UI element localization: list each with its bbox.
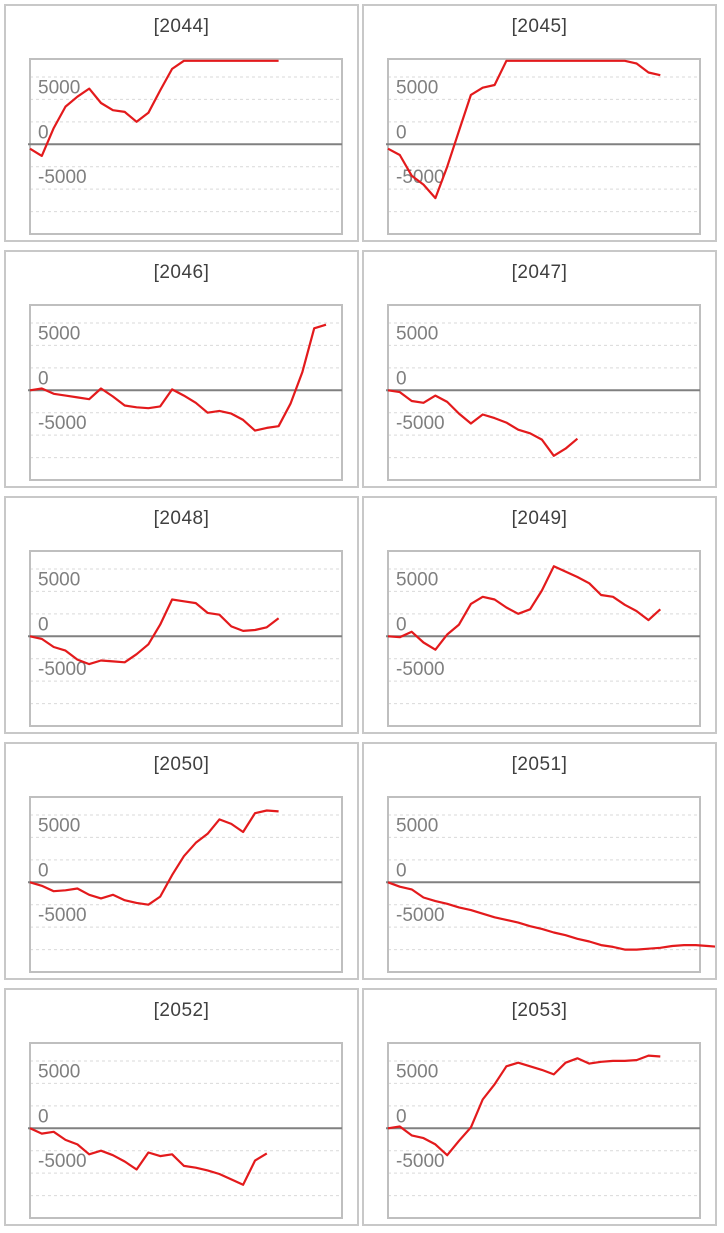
chart-title: [2045] (511, 16, 568, 37)
chart-panel: [2050] 5000 0 -5000 (4, 742, 359, 980)
y-tick-label: -5000 (38, 167, 87, 188)
series-line (387, 565, 662, 651)
series-line (29, 1127, 268, 1186)
y-tick-label: -5000 (396, 659, 445, 680)
chart-plot: 5000 0 -5000 (386, 58, 701, 235)
y-tick-label: 0 (396, 122, 407, 143)
chart-plot: 5000 0 -5000 (386, 796, 715, 973)
series-line (29, 323, 327, 432)
chart-title: [2052] (153, 1000, 210, 1021)
plot-frame (387, 304, 701, 481)
chart-panel: [2051] 5000 0 -5000 (362, 742, 717, 980)
series-line (387, 1054, 661, 1157)
chart-plot: 5000 0 -5000 (28, 550, 343, 727)
y-tick-label: 5000 (38, 1061, 80, 1082)
series-line (29, 598, 280, 666)
y-tick-label: 0 (38, 368, 49, 389)
chart-panel: [2053] 5000 0 -5000 (362, 988, 717, 1226)
plot-frame (29, 304, 343, 481)
series-line (387, 59, 661, 200)
plot-frame (29, 796, 343, 973)
y-tick-label: -5000 (38, 905, 87, 926)
chart-panel: [2048] 5000 0 -5000 (4, 496, 359, 734)
y-tick-label: 0 (38, 1106, 49, 1127)
chart-plot: 5000 0 -5000 (386, 304, 701, 481)
chart-plot: 5000 0 -5000 (28, 304, 343, 481)
chart-title: [2044] (153, 16, 210, 37)
chart-panel: [2044] 5000 0 -5000 (4, 4, 359, 242)
y-tick-label: -5000 (38, 413, 87, 434)
y-tick-label: 5000 (396, 569, 438, 590)
y-tick-label: 5000 (396, 77, 438, 98)
chart-panel: [2047] 5000 0 -5000 (362, 250, 717, 488)
plot-frame (387, 550, 701, 727)
chart-title: [2053] (511, 1000, 568, 1021)
y-tick-label: 0 (396, 1106, 407, 1127)
y-tick-label: -5000 (396, 413, 445, 434)
plot-frame (387, 796, 701, 973)
chart-title: [2050] (153, 754, 210, 775)
y-tick-label: 5000 (396, 815, 438, 836)
chart-panel: [2052] 5000 0 -5000 (4, 988, 359, 1226)
plot-frame (387, 58, 701, 235)
chart-panel: [2045] 5000 0 -5000 (362, 4, 717, 242)
plot-frame (29, 550, 343, 727)
chart-plot: 5000 0 -5000 (28, 58, 343, 235)
plot-frame (387, 1042, 701, 1219)
y-tick-label: 5000 (38, 815, 80, 836)
y-tick-label: 5000 (396, 1061, 438, 1082)
chart-plot: 5000 0 -5000 (386, 550, 701, 727)
y-tick-label: 0 (396, 368, 407, 389)
chart-title: [2049] (511, 508, 568, 529)
y-tick-label: -5000 (396, 1151, 445, 1172)
plot-frame (29, 1042, 343, 1219)
series-line (387, 389, 579, 457)
series-line (29, 59, 279, 157)
chart-title: [2048] (153, 508, 210, 529)
series-line (29, 809, 279, 906)
y-tick-label: 0 (396, 614, 407, 635)
chart-plot: 5000 0 -5000 (28, 1042, 343, 1219)
y-tick-label: 0 (38, 860, 49, 881)
y-tick-label: -5000 (396, 905, 445, 926)
y-tick-label: 0 (396, 860, 407, 881)
chart-panel: [2049] 5000 0 -5000 (362, 496, 717, 734)
y-tick-label: 5000 (38, 323, 80, 344)
y-tick-label: 5000 (396, 323, 438, 344)
y-tick-label: 5000 (38, 77, 80, 98)
y-tick-label: 0 (38, 122, 49, 143)
series-line (387, 881, 715, 951)
chart-title: [2046] (153, 262, 210, 283)
chart-title: [2047] (511, 262, 568, 283)
y-tick-label: 5000 (38, 569, 80, 590)
y-tick-label: 0 (38, 614, 49, 635)
chart-plot: 5000 0 -5000 (28, 796, 343, 973)
chart-title: [2051] (511, 754, 568, 775)
y-tick-label: -5000 (396, 167, 445, 188)
y-tick-label: -5000 (38, 1151, 87, 1172)
chart-panel: [2046] 5000 0 -5000 (4, 250, 359, 488)
plot-frame (29, 58, 343, 235)
chart-plot: 5000 0 -5000 (386, 1042, 701, 1219)
y-tick-label: -5000 (38, 659, 87, 680)
